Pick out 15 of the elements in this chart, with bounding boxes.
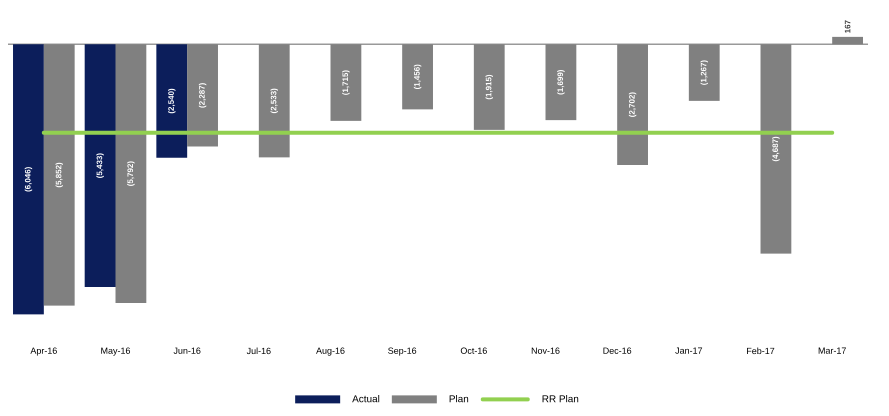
legend-label: Plan [450, 394, 468, 402]
x-tick-label: Jun-16 [174, 348, 200, 354]
x-tick-label: Nov-16 [532, 348, 560, 354]
x-tick-label: May-16 [101, 348, 130, 356]
x-tick-label: Jan-17 [675, 348, 702, 354]
x-tick-label: Mar-17 [818, 348, 846, 354]
x-tick-label: Aug-16 [316, 348, 345, 356]
x-tick-label: Sep-16 [388, 348, 416, 356]
x-tick-label: Oct-16 [460, 348, 487, 354]
legend-label: Actual [352, 394, 380, 402]
x-tick-label: Feb-17 [747, 348, 774, 354]
x-tick-label: Jul-16 [246, 348, 271, 354]
legend-label: RR Plan [542, 394, 578, 402]
x-tick-label: Apr-16 [30, 348, 57, 356]
x-tick-label: Dec-16 [603, 348, 632, 354]
